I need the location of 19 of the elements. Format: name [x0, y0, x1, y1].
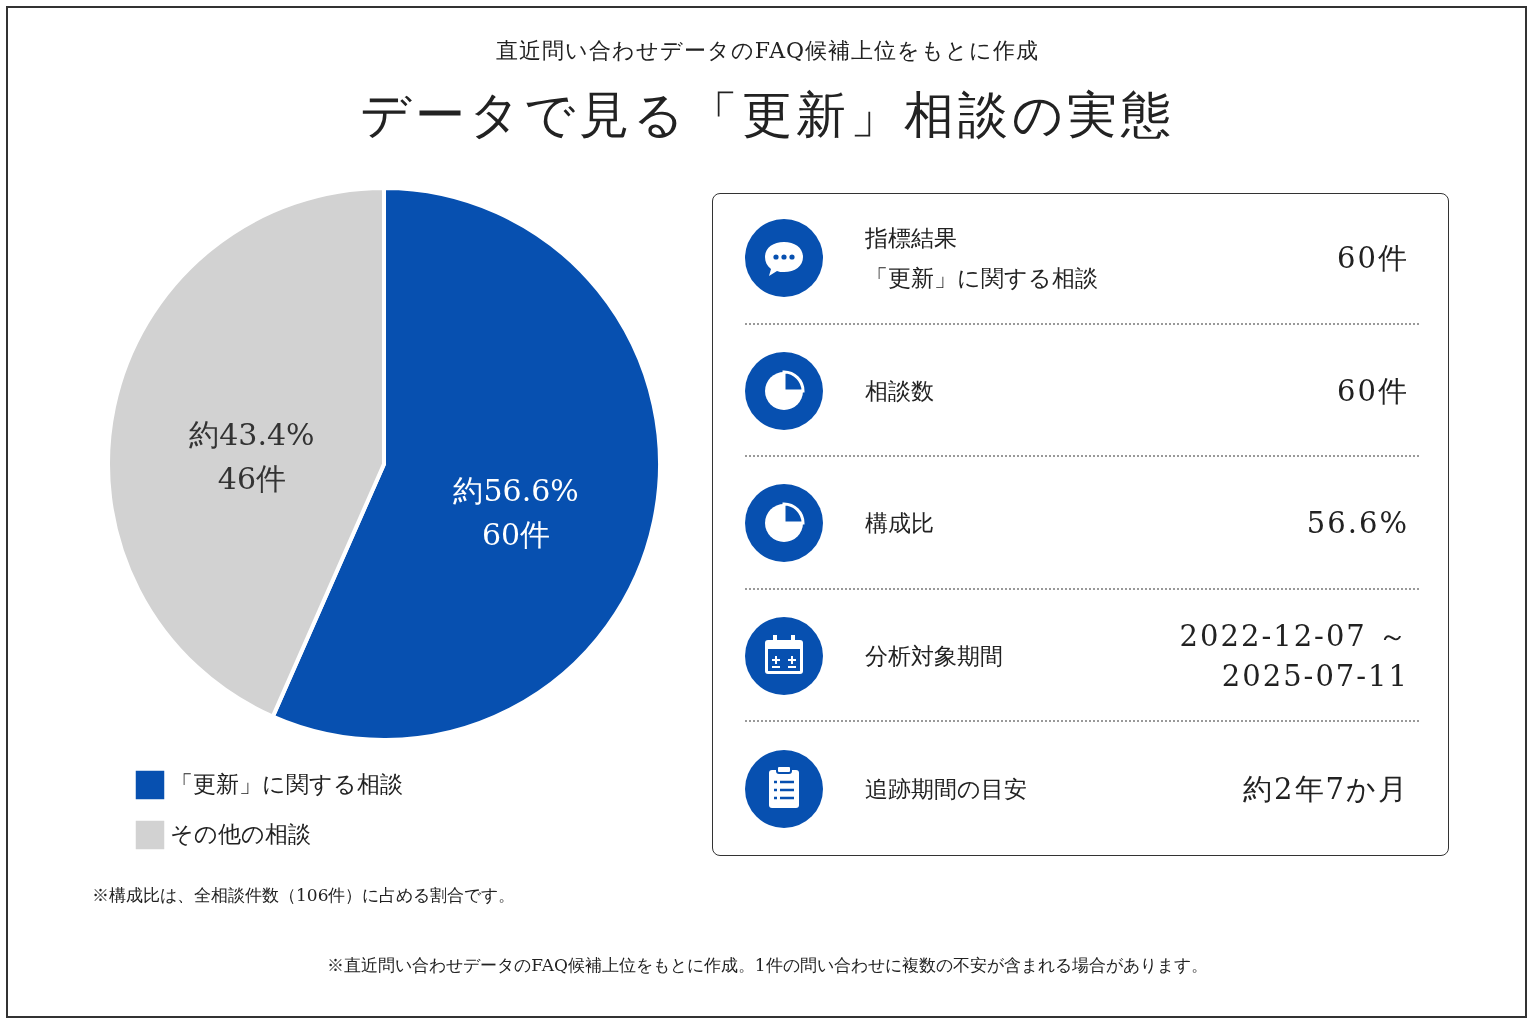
data-label: 約43.4% 46件 — [189, 417, 315, 497]
text: 56.6% — [1306, 506, 1409, 541]
text: 約2年7か月 — [1243, 771, 1409, 806]
text: 60件 — [1337, 241, 1409, 276]
data-label: 約56.6% 60件 — [453, 472, 579, 552]
text: 2022-12-07 ～ 2025-07-11 — [1179, 619, 1409, 694]
category-label: 相談数 — [865, 376, 935, 406]
category-label: 追跡期間の目安 — [865, 774, 1028, 804]
text: ※直近問い合わせデータのFAQ候補上位をもとに作成。1件の問い合わせに複数の不安が含まれる場合があります。 — [326, 954, 1209, 977]
text: ※構成比は、全相談件数（106件）に占める割合です。 — [92, 884, 516, 907]
text: データで見る「更新」相談の実態 — [359, 85, 1176, 146]
text: 指標結果 — [865, 224, 958, 254]
legend-label: その他の相談 — [170, 821, 311, 847]
text: 直近問い合わせデータのFAQ候補上位をもとに作成 — [494, 37, 1041, 65]
legend-label: 「更新」に関する相談 — [170, 771, 403, 797]
category-label: 構成比 — [865, 509, 935, 539]
category-label: 分析対象期間 — [865, 642, 1004, 672]
text: 60件 — [1337, 373, 1409, 408]
category-label: 「更新」に関する相談 — [865, 264, 1099, 294]
